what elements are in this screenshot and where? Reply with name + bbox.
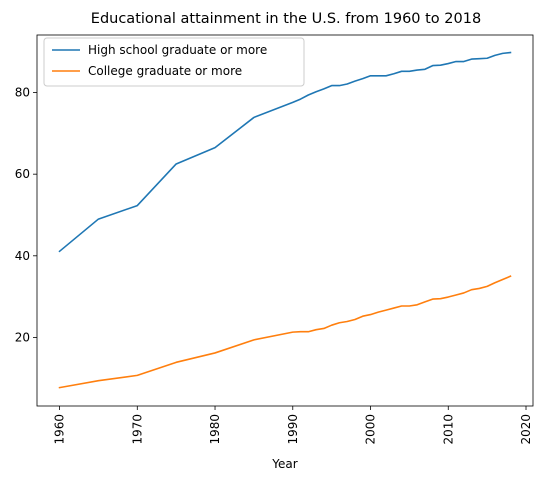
legend-label-2: College graduate or more [88,64,242,78]
x-tick-label: 1960 [53,414,67,445]
series-line-1 [58,51,512,253]
y-axis: 20 40 60 80 [15,86,37,344]
series-line-2 [58,275,512,389]
legend-label-1: High school graduate or more [88,43,267,57]
plot-area: 1960 1970 1980 1990 2000 2010 2020 20 40 60 80 [15,34,534,445]
x-tick-label: 2000 [364,414,378,445]
x-axis: 1960 1970 1980 1990 2000 2010 2020 [53,406,533,445]
series-layer [58,51,512,389]
y-tick-label: 60 [15,167,30,181]
x-tick-label: 1990 [286,414,300,445]
y-tick-label: 40 [15,249,30,263]
x-tick-label: 2010 [441,414,455,445]
x-axis-label: Year [271,457,297,471]
legend-box [43,37,305,87]
x-tick-label: 2020 [519,414,533,445]
x-tick-label: 1970 [130,414,144,445]
legend: High school graduate or more College grad… [43,37,305,87]
y-tick-label: 80 [15,86,30,100]
y-tick-label: 20 [15,330,30,344]
axes-frame [36,34,534,407]
x-tick-label: 1980 [208,414,222,445]
chart-title: Educational attainment in the U.S. from … [91,11,481,27]
